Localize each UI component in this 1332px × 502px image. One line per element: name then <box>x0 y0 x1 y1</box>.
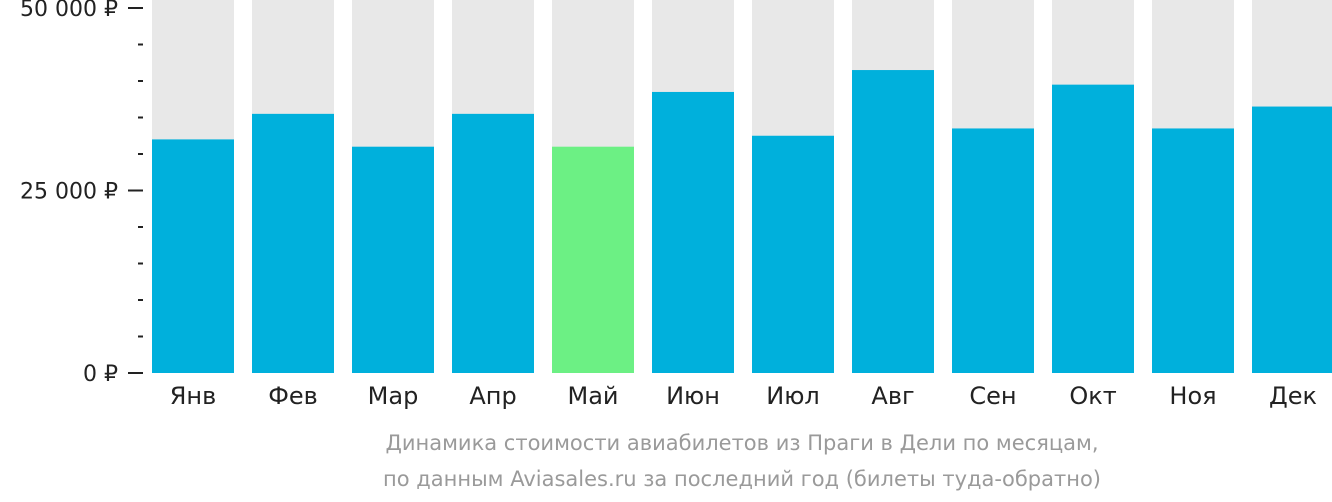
x-tick-label: Окт <box>1069 382 1116 410</box>
bar-12[interactable] <box>1252 106 1332 374</box>
bar-5[interactable] <box>552 146 634 373</box>
x-tick-label: Сен <box>969 382 1016 410</box>
x-tick-label: Дек <box>1269 382 1317 410</box>
x-tick-label: Авг <box>871 382 914 410</box>
bar-7[interactable] <box>752 135 834 373</box>
x-tick-label: Май <box>567 382 618 410</box>
x-tick-label: Ноя <box>1169 382 1216 410</box>
bar-3[interactable] <box>352 146 434 373</box>
y-tick-label: 25 000 ₽ <box>20 180 118 205</box>
bar-4[interactable] <box>452 113 534 373</box>
bar-10[interactable] <box>1052 84 1134 374</box>
month-labels: Янв Фев Мар Апр Май Июн Июл Авг Сен Окт Ноя Дек <box>170 382 1317 410</box>
chart-caption-line-2: по данным Aviasales.ru за последний год … <box>383 467 1101 491</box>
y-tick-label: 50 000 ₽ <box>20 0 118 22</box>
x-tick-label: Мар <box>368 382 419 410</box>
bar-9[interactable] <box>952 128 1034 373</box>
bars <box>152 0 1332 374</box>
bar-2[interactable] <box>252 113 334 373</box>
y-axis: 50 000 ₽ 25 000 ₽ 0 ₽ <box>20 0 143 387</box>
bar-8[interactable] <box>852 70 934 374</box>
bar-1[interactable] <box>152 139 234 373</box>
bar-11[interactable] <box>1152 128 1234 373</box>
x-tick-label: Янв <box>170 382 217 410</box>
chart-caption-line-1: Динамика стоимости авиабилетов из Праги … <box>385 431 1099 455</box>
x-tick-label: Фев <box>268 382 318 410</box>
bar-6[interactable] <box>652 91 734 373</box>
x-tick-label: Июл <box>766 382 820 410</box>
x-tick-label: Апр <box>469 382 516 410</box>
x-tick-label: Июн <box>666 382 720 410</box>
y-tick-label: 0 ₽ <box>83 362 118 387</box>
